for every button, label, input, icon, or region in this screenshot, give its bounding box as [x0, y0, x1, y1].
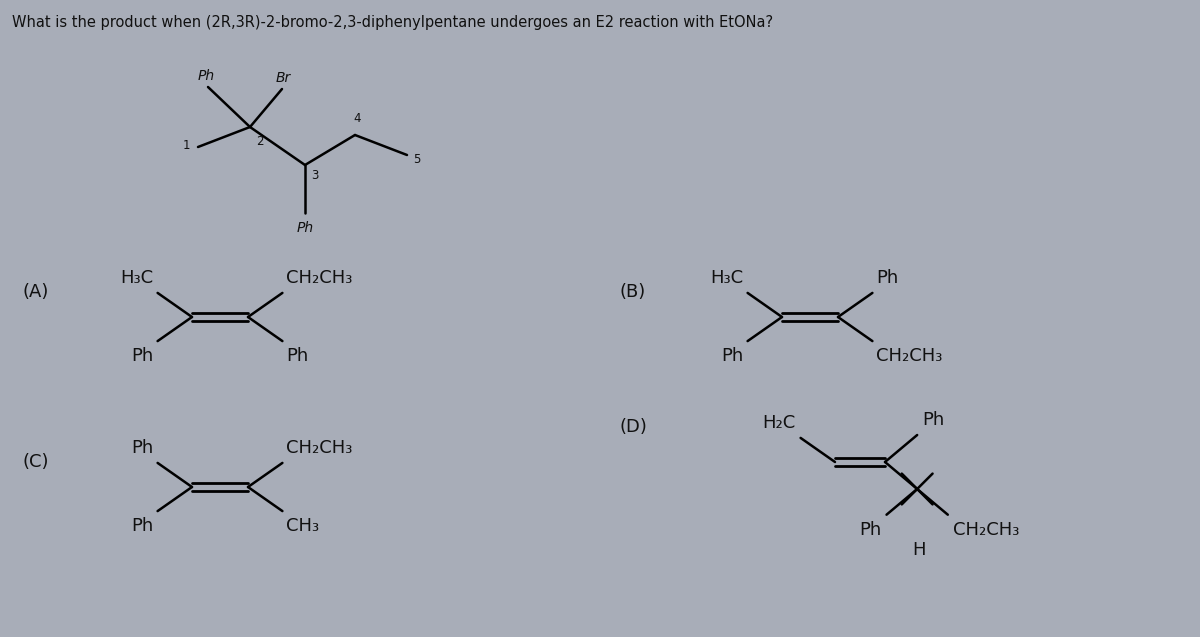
Text: Ph: Ph — [131, 439, 154, 457]
Text: 4: 4 — [353, 112, 361, 125]
Text: (B): (B) — [620, 283, 647, 301]
Text: CH₂CH₃: CH₂CH₃ — [287, 439, 353, 457]
Text: 5: 5 — [413, 152, 420, 166]
Text: Ph: Ph — [922, 411, 944, 429]
Text: (A): (A) — [22, 283, 48, 301]
Text: Ph: Ph — [721, 347, 744, 365]
Text: Ph: Ph — [296, 221, 313, 235]
Text: Ph: Ph — [131, 347, 154, 365]
Text: H₂C: H₂C — [762, 414, 796, 432]
Text: What is the product when (2R,3R)-2-bromo-2,3-diphenylpentane undergoes an E2 rea: What is the product when (2R,3R)-2-bromo… — [12, 15, 773, 30]
Text: (D): (D) — [620, 418, 648, 436]
Text: 2: 2 — [256, 135, 264, 148]
Text: CH₂CH₃: CH₂CH₃ — [876, 347, 943, 365]
Text: CH₂CH₃: CH₂CH₃ — [287, 269, 353, 287]
Text: Ph: Ph — [198, 69, 215, 83]
Text: H₃C: H₃C — [710, 269, 744, 287]
Text: Ph: Ph — [859, 520, 882, 539]
Text: 1: 1 — [182, 138, 190, 152]
Text: H: H — [912, 541, 926, 559]
Text: (C): (C) — [22, 453, 48, 471]
Text: Ph: Ph — [287, 347, 308, 365]
Text: 3: 3 — [311, 169, 318, 182]
Text: CH₃: CH₃ — [287, 517, 319, 535]
Text: Br: Br — [275, 71, 290, 85]
Text: H₃C: H₃C — [120, 269, 154, 287]
Text: Ph: Ph — [876, 269, 899, 287]
Text: Ph: Ph — [131, 517, 154, 535]
Text: CH₂CH₃: CH₂CH₃ — [953, 520, 1019, 539]
